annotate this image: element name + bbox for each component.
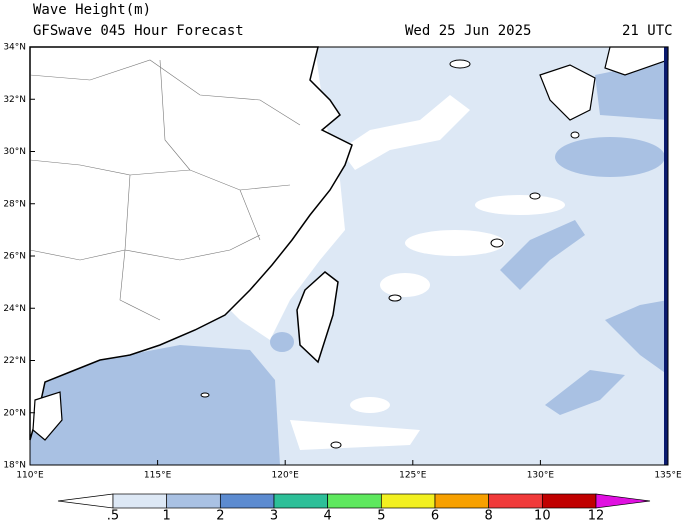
lon-label: 115°E xyxy=(144,471,172,481)
lat-label: 28°N xyxy=(3,199,26,209)
moderate-areas xyxy=(30,60,668,465)
colorbar-label: 2 xyxy=(216,509,224,524)
lon-label: 125°E xyxy=(399,471,427,481)
lat-label: 30°N xyxy=(3,147,26,157)
subtitle: GFSwave 045 Hour Forecast xyxy=(33,23,244,39)
date: Wed 25 Jun 2025 xyxy=(405,23,531,39)
colorbar-label: 1 xyxy=(163,509,171,524)
lat-label: 32°N xyxy=(3,95,26,105)
colorbar-label: 8 xyxy=(485,509,493,524)
colorbar-label: 12 xyxy=(588,509,605,524)
lat-label: 18°N xyxy=(3,461,26,471)
colorbar-segment xyxy=(434,493,490,509)
lon-label: 110°E xyxy=(16,471,44,481)
colorbar-segment xyxy=(327,493,382,509)
colorbar-segment xyxy=(112,493,168,509)
lat-label: 22°N xyxy=(3,356,26,366)
colorbar-segment xyxy=(541,493,597,509)
map xyxy=(29,46,669,466)
lat-label: 20°N xyxy=(3,408,26,418)
colorbar-high xyxy=(595,493,651,509)
hainan xyxy=(32,391,63,441)
province-borders xyxy=(29,59,301,321)
colorbar-segment xyxy=(166,493,221,509)
time: 21 UTC xyxy=(622,23,673,39)
taiwan xyxy=(296,271,339,364)
lon-label: 130°E xyxy=(527,471,555,481)
lon-label: 120°E xyxy=(272,471,300,481)
lat-label: 34°N xyxy=(3,43,26,53)
mainland xyxy=(29,46,353,441)
colorbar-label: 3 xyxy=(270,509,278,524)
colorbar-low xyxy=(57,493,114,509)
colorbar-label: 10 xyxy=(534,509,551,524)
islands xyxy=(200,59,580,449)
kyushu xyxy=(539,64,596,121)
colorbar-label: 5 xyxy=(377,509,385,524)
colorbar-segment xyxy=(488,493,543,509)
colorbar-label: .5 xyxy=(107,509,119,524)
colorbar-segment xyxy=(273,493,329,509)
colorbar-segment xyxy=(380,493,436,509)
title: Wave Height(m) xyxy=(33,2,151,18)
lat-label: 26°N xyxy=(3,252,26,262)
edge-band xyxy=(664,47,668,465)
colorbar-label: 6 xyxy=(431,509,439,524)
lat-label: 24°N xyxy=(3,304,26,314)
colorbar-label: 4 xyxy=(324,509,332,524)
lon-label: 135°E xyxy=(654,471,682,481)
colorbar-segment xyxy=(219,493,275,509)
